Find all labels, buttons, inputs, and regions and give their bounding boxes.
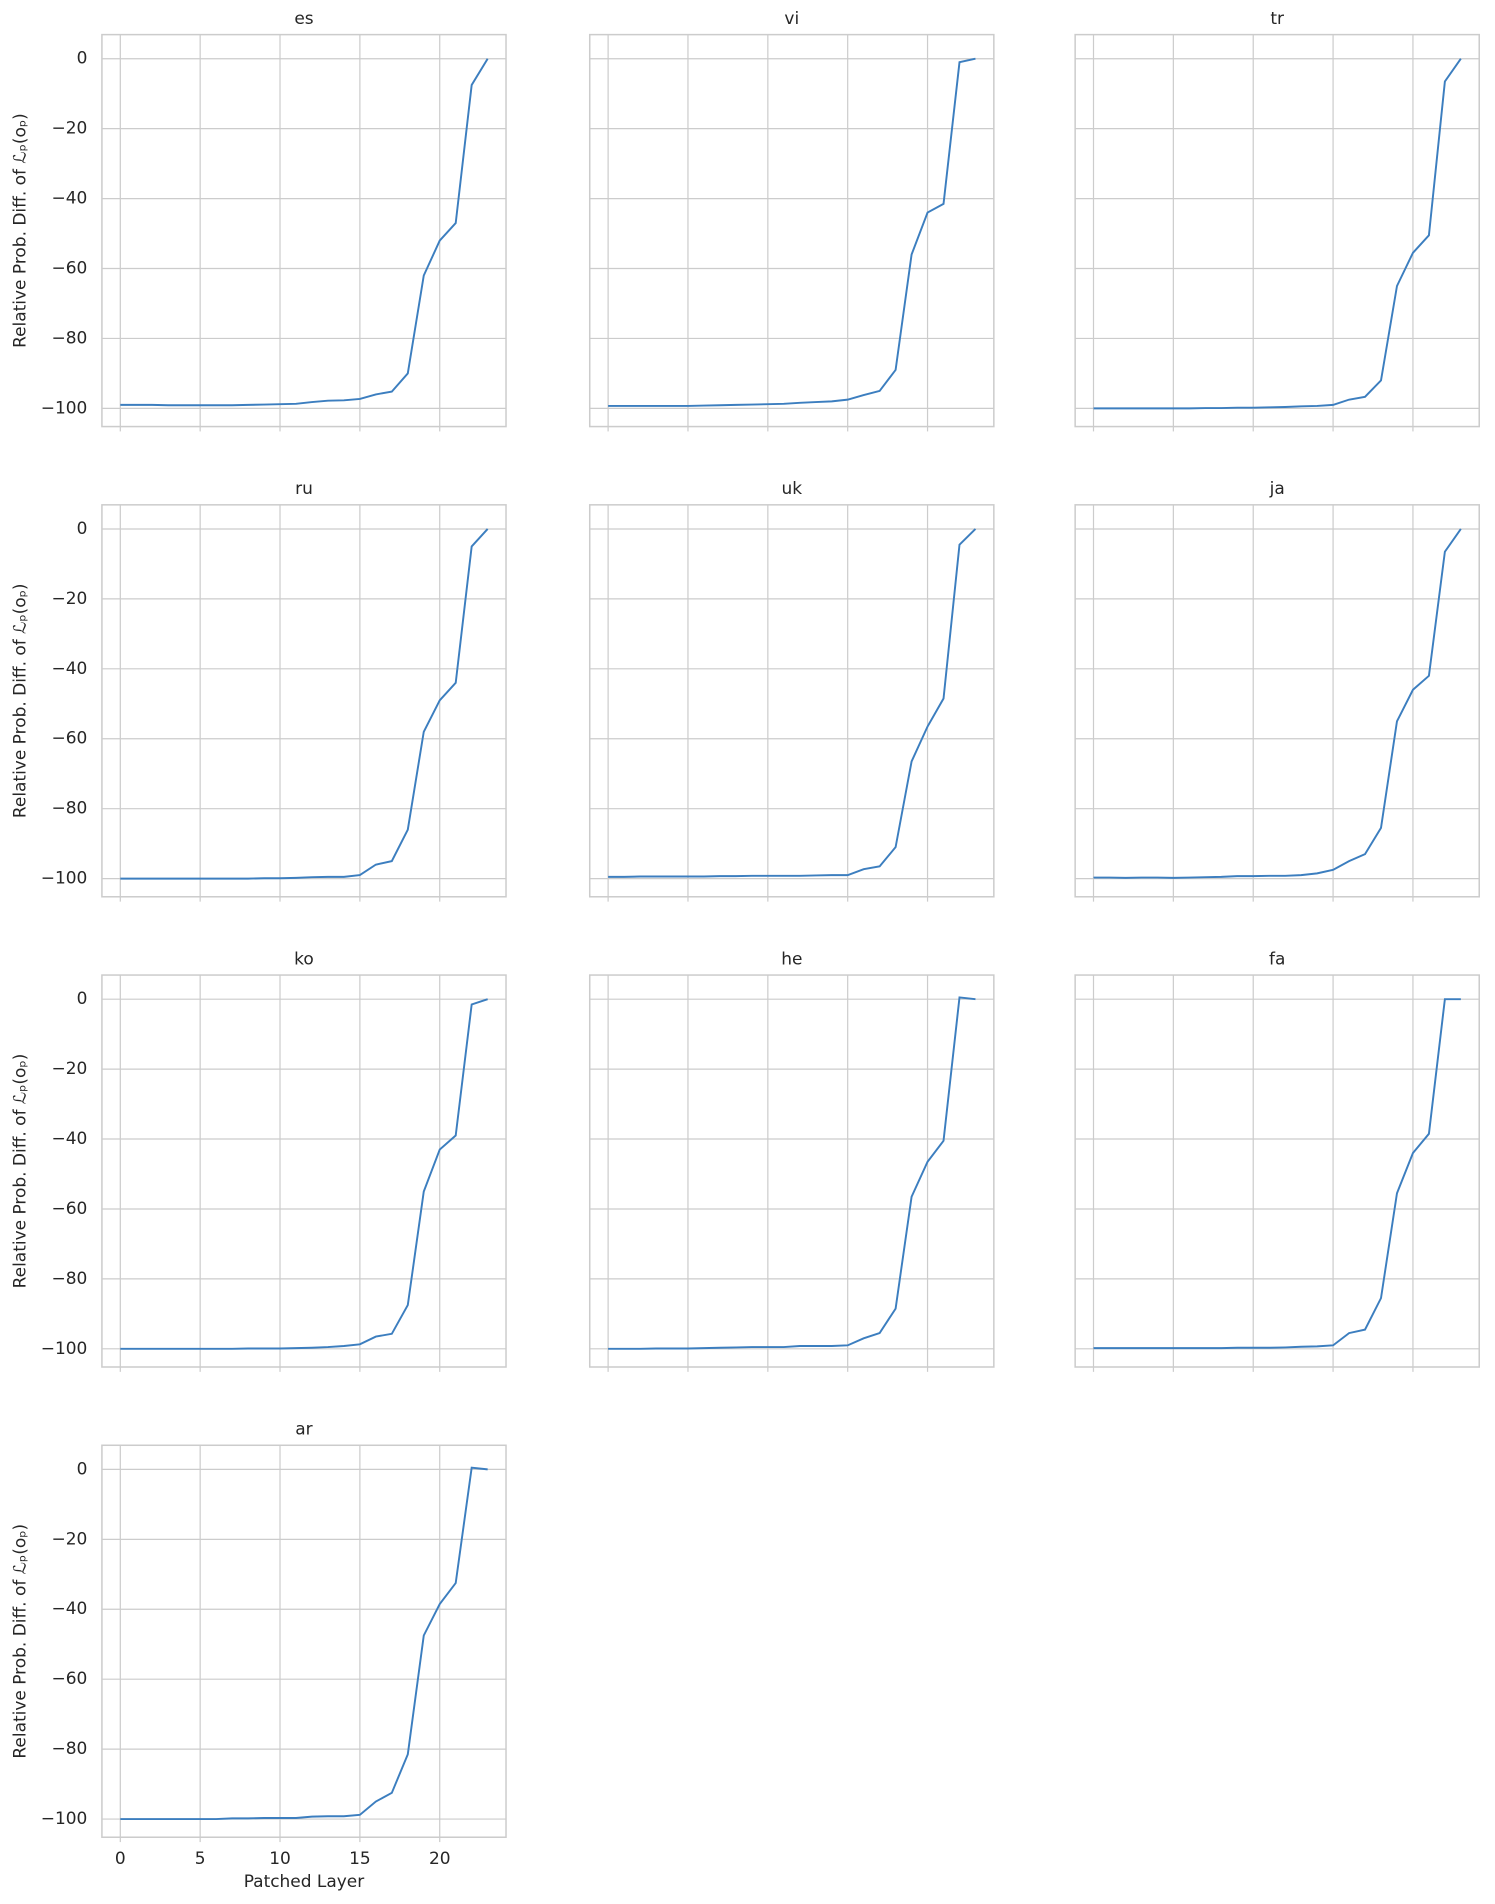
data-line	[1093, 998, 1461, 1350]
data-line	[120, 1466, 488, 1821]
subplot: ar 0 5 10 15 20 0 −20 −40 −60 −80 −100 Relative Prob…	[11, 1420, 507, 1892]
y-tick-label: −80	[52, 1269, 88, 1289]
axes-frame	[101, 1444, 507, 1838]
subplot-title: fa	[1269, 949, 1285, 969]
x-tick-label: 15	[349, 1849, 371, 1869]
subplot: ru 0 −20 −40 −60 −80 −100 Relative Prob. Diff. …	[11, 479, 507, 902]
subplot: vi	[588, 9, 995, 432]
x-tick-label: 20	[429, 1849, 451, 1869]
data-line	[120, 58, 489, 407]
data-line	[608, 528, 977, 878]
y-tick-label: −100	[41, 1339, 88, 1359]
y-tick-label: −100	[41, 398, 88, 418]
axes-frame	[101, 974, 507, 1368]
subplot-title: tr	[1270, 9, 1284, 29]
y-tick-label: 0	[77, 989, 88, 1009]
x-axis-label: Patched Layer	[244, 1872, 365, 1892]
y-tick-label: −100	[41, 869, 88, 889]
y-axis-label: Relative Prob. Diff. of ℒₚ(oₚ)	[11, 1054, 31, 1289]
y-tick-label: 0	[77, 1459, 88, 1479]
y-tick-label: −40	[52, 189, 88, 209]
subplot-title: ru	[295, 479, 313, 499]
y-tick-label: 0	[77, 519, 88, 539]
axes-frame	[588, 504, 995, 898]
y-axis-label: Relative Prob. Diff. of ℒₚ(oₚ)	[11, 1524, 31, 1759]
subplot: tr	[1074, 9, 1480, 432]
axes-frame	[1074, 33, 1480, 428]
y-axis-label: Relative Prob. Diff. of ℒₚ(oₚ)	[11, 113, 31, 348]
subplot: uk	[588, 479, 995, 902]
y-tick-label: −60	[52, 259, 88, 279]
data-line	[608, 996, 976, 1350]
y-tick-label: −20	[52, 1529, 88, 1549]
y-tick-label: 0	[77, 49, 88, 69]
subplot-title: ar	[295, 1420, 312, 1440]
y-tick-label: −60	[52, 729, 88, 749]
y-tick-label: −100	[41, 1809, 88, 1829]
subplot: he	[588, 949, 995, 1372]
y-tick-label: −80	[52, 1739, 88, 1759]
y-tick-label: −60	[52, 1669, 88, 1689]
subplot-title: es	[294, 9, 313, 29]
subplot-title: uk	[781, 479, 802, 499]
axes-frame	[588, 33, 995, 428]
subplot: fa	[1074, 949, 1480, 1372]
data-line	[608, 57, 976, 407]
subplot-title: ja	[1269, 479, 1285, 499]
axes-frame	[1074, 974, 1480, 1368]
axes-frame	[101, 33, 507, 428]
y-tick-label: −80	[52, 328, 88, 348]
axes-frame	[101, 504, 507, 898]
y-axis-label: Relative Prob. Diff. of ℒₚ(oₚ)	[11, 583, 31, 818]
subplot-title: vi	[784, 9, 799, 29]
y-tick-label: −40	[52, 1129, 88, 1149]
y-tick-label: −20	[52, 589, 88, 609]
axes-frame	[588, 974, 995, 1368]
data-line	[1093, 58, 1462, 410]
subplot: ko 0 −20 −40 −60 −80 −100 Relative Prob. Diff. …	[11, 949, 507, 1372]
data-line	[120, 528, 489, 880]
y-tick-label: −20	[52, 1059, 88, 1079]
data-line	[1093, 528, 1462, 879]
y-tick-label: −80	[52, 799, 88, 819]
axes-frame	[1074, 504, 1480, 898]
x-tick-label: 0	[115, 1849, 126, 1869]
subplot-title: ko	[294, 949, 314, 969]
y-tick-label: −40	[52, 659, 88, 679]
subplot: ja	[1074, 479, 1480, 902]
subplot-title: he	[781, 949, 802, 969]
x-tick-label: 5	[195, 1849, 206, 1869]
data-line	[120, 998, 488, 1350]
y-tick-label: −60	[52, 1199, 88, 1219]
y-tick-label: −40	[52, 1599, 88, 1619]
y-tick-label: −20	[52, 119, 88, 139]
x-tick-label: 10	[269, 1849, 291, 1869]
subplot: es 0 −20 −40 −60 −80 −100 Relative Prob. Diff. …	[11, 9, 507, 432]
